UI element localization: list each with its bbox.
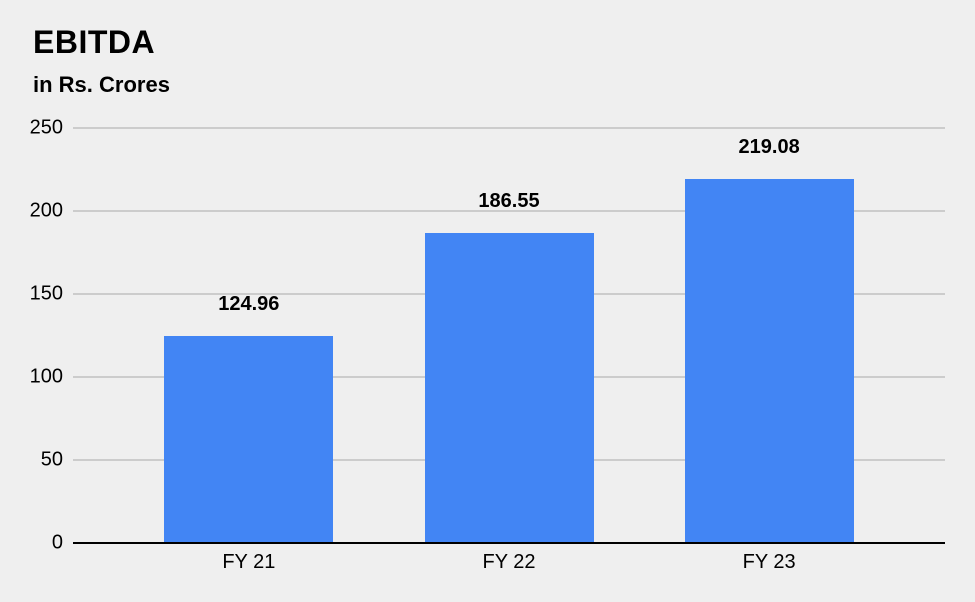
bar-value-label: 124.96 — [218, 292, 280, 315]
bar-value-label: 186.55 — [478, 190, 540, 213]
bar-fy-23 — [684, 179, 854, 543]
x-axis-label: FY 21 — [222, 551, 276, 573]
x-axis-label: FY 22 — [482, 551, 536, 573]
y-tick-label: 250 — [29, 116, 63, 139]
y-tick-label: 150 — [29, 282, 63, 305]
y-tick-label: 50 — [40, 448, 63, 471]
bar-value-label: 219.08 — [738, 136, 800, 159]
gridline — [73, 127, 945, 129]
gridline — [73, 210, 945, 212]
chart-title: EBITDA — [33, 24, 156, 60]
chart-subtitle: in Rs. Crores — [33, 72, 170, 97]
x-axis-line — [73, 542, 945, 544]
x-axis-label: FY 23 — [742, 551, 796, 573]
y-tick-label: 0 — [51, 531, 63, 554]
bar-fy-22 — [424, 233, 594, 543]
plot-area: 0 50 100 150 200 250 124.96 FY 21 186.55 FY 22 219… — [30, 117, 945, 573]
y-tick-label: 200 — [29, 199, 63, 222]
bar-fy-21 — [164, 335, 334, 543]
y-tick-label: 100 — [29, 365, 63, 388]
